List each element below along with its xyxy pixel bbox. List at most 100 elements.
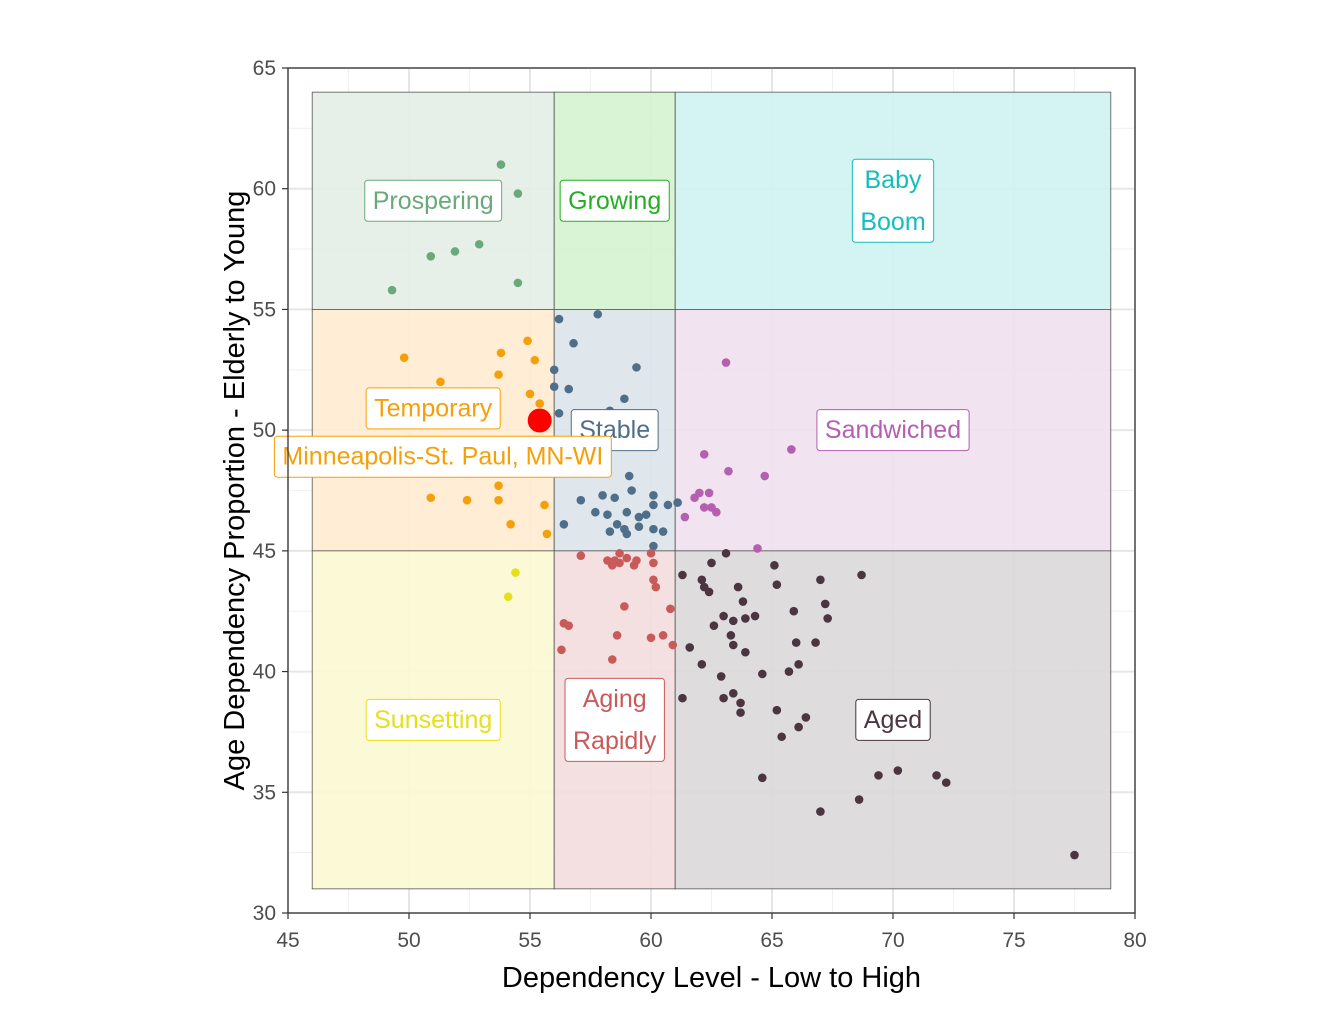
data-point [607,561,617,570]
data-point [426,493,436,503]
x-tick-label: 45 [276,929,299,952]
data-point [612,631,622,640]
data-point [758,773,767,783]
data-point [387,285,397,295]
region-label-sandwiched-box [816,409,970,452]
data-point [699,503,709,512]
data-point [728,640,738,650]
data-point [854,795,864,804]
data-point [649,500,658,510]
y-tick-label: 35 [253,781,276,804]
data-point [649,524,658,534]
data-point [591,507,600,517]
y-tick-label: 55 [253,298,276,321]
data-point [598,491,607,500]
x-tick-label: 65 [760,929,783,952]
data-point [658,631,668,640]
x-axis-title: Dependency Level - Low to High [502,962,921,994]
highlight-label-text: Minneapolis-St. Paul, MN-WI [282,443,603,471]
data-point [634,512,644,522]
region-label-aging-rapidly-box [564,677,665,762]
data-point [724,466,733,476]
y-axis-title: Age Dependency Proportion - Elderly to Y… [219,191,251,791]
data-point [426,252,436,261]
y-tick-label: 40 [253,661,276,684]
data-point [704,587,714,597]
region-label-aged-box [855,698,931,741]
data-point [646,633,656,643]
data-point [494,481,503,490]
data-point [649,575,658,585]
y-tick-label: 30 [253,902,276,925]
data-point [615,558,624,568]
y-tick-label: 60 [253,178,276,201]
data-point [503,592,513,602]
data-point [399,353,409,363]
data-point [436,377,445,387]
data-point [554,408,564,418]
data-point [612,520,622,529]
region-label-prospering: Prospering [364,179,503,222]
data-point [610,493,619,503]
data-point [697,660,707,669]
region-label-baby-boom-box [851,158,935,243]
data-point [707,503,716,512]
data-point [576,495,586,505]
region-label-temporary-text: Temporary [374,394,493,422]
y-tick-label: 45 [253,540,276,563]
region-label-baby-boom: Baby Boom [851,158,935,243]
region-label-growing: Growing [559,179,670,222]
data-point [549,382,559,391]
region-label-sandwiched: Sandwiched [816,409,970,452]
data-point [736,708,745,717]
data-point [823,614,832,623]
y-tick-label: 65 [253,57,276,80]
data-point [523,336,532,346]
data-point [564,621,574,630]
region-label-aging-rapidly-text: Aging [583,685,647,713]
data-point [530,355,540,365]
data-point [622,553,632,563]
data-point [494,495,503,505]
data-point [593,309,603,319]
data-point [576,551,586,560]
x-tick-label: 60 [639,929,662,952]
data-point [641,510,651,519]
data-point [663,500,673,510]
region-label-sunsetting: Sunsetting [365,698,501,741]
panel-border [287,67,1136,914]
region-label-prospering-box [364,179,503,222]
data-point [649,541,658,551]
data-point [668,640,678,650]
data-point [542,529,552,539]
region-label-temporary: Temporary [365,387,501,430]
data-point [690,493,699,503]
data-point [658,527,668,536]
data-point [772,705,782,715]
data-point [569,338,578,348]
data-point [629,561,639,570]
data-point [750,611,760,621]
region-label-baby-boom-text: Boom [860,208,925,236]
x-tick-label: 55 [518,929,541,952]
data-point [559,520,569,529]
data-point [513,189,523,198]
data-point [772,580,782,589]
data-point [820,599,830,609]
data-point [678,570,687,580]
data-point [496,160,506,169]
data-point [450,247,460,256]
region-label-aged-text: Aged [864,706,922,734]
highlight-group: Minneapolis-St. Paul, MN-WI [273,408,612,478]
data-point [615,548,624,558]
data-point [721,358,731,367]
axes: 45 50 55 60 65 70 75 80 30 35 40 45 50 55 60 65 [253,57,1147,952]
data-point [651,582,661,592]
data-point [678,693,687,703]
data-point [474,239,484,249]
data-point [741,614,750,623]
data-point [535,399,544,408]
data-point [685,643,695,652]
data-point [932,771,941,780]
